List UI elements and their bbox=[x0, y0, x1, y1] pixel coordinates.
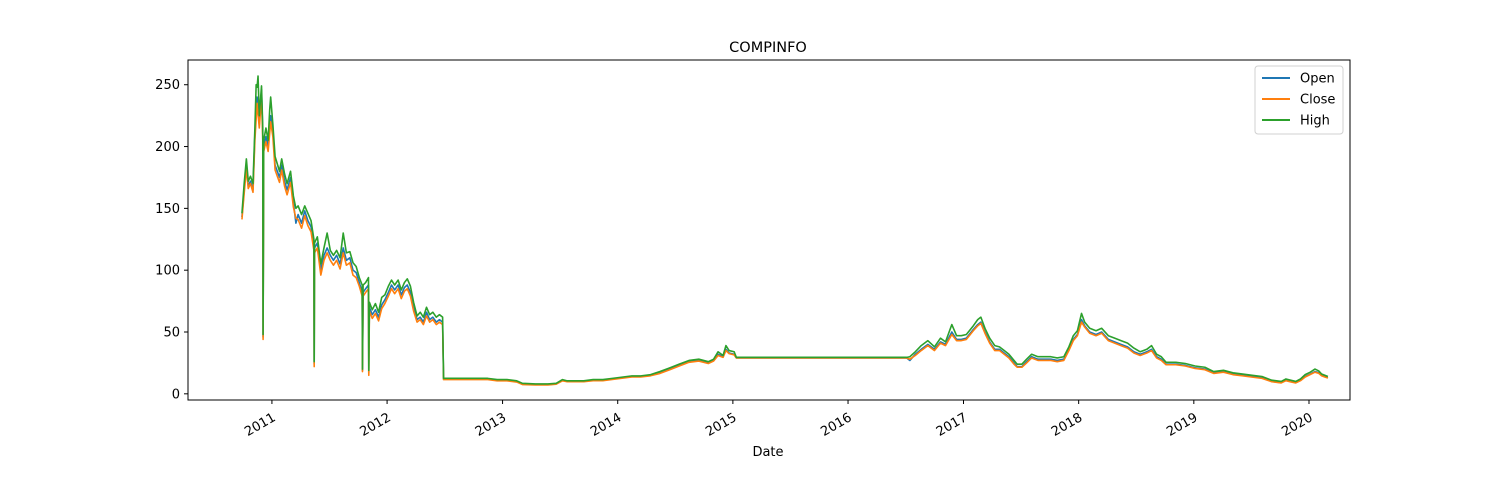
legend-box bbox=[1254, 65, 1344, 135]
y-tick-label: 50 bbox=[163, 326, 180, 341]
legend-label-open: Open bbox=[1300, 72, 1335, 87]
y-tick-label: 250 bbox=[155, 78, 180, 93]
plot-frame bbox=[187, 59, 1351, 401]
legend: Open Close High bbox=[1254, 65, 1344, 135]
y-tick-label: 100 bbox=[155, 264, 180, 279]
y-axis: 0 50 100 150 200 250 bbox=[155, 78, 188, 402]
y-tick-label: 200 bbox=[155, 140, 180, 155]
x-axis-label: Date bbox=[752, 445, 783, 460]
series-line-high bbox=[241, 75, 1329, 385]
chart-title: COMPINFO bbox=[729, 40, 807, 56]
y-tick-label: 150 bbox=[155, 202, 180, 217]
legend-label-close: Close bbox=[1300, 93, 1335, 108]
y-tick-label: 0 bbox=[172, 387, 180, 402]
legend-label-high: High bbox=[1300, 114, 1330, 129]
series-layer bbox=[241, 75, 1329, 386]
